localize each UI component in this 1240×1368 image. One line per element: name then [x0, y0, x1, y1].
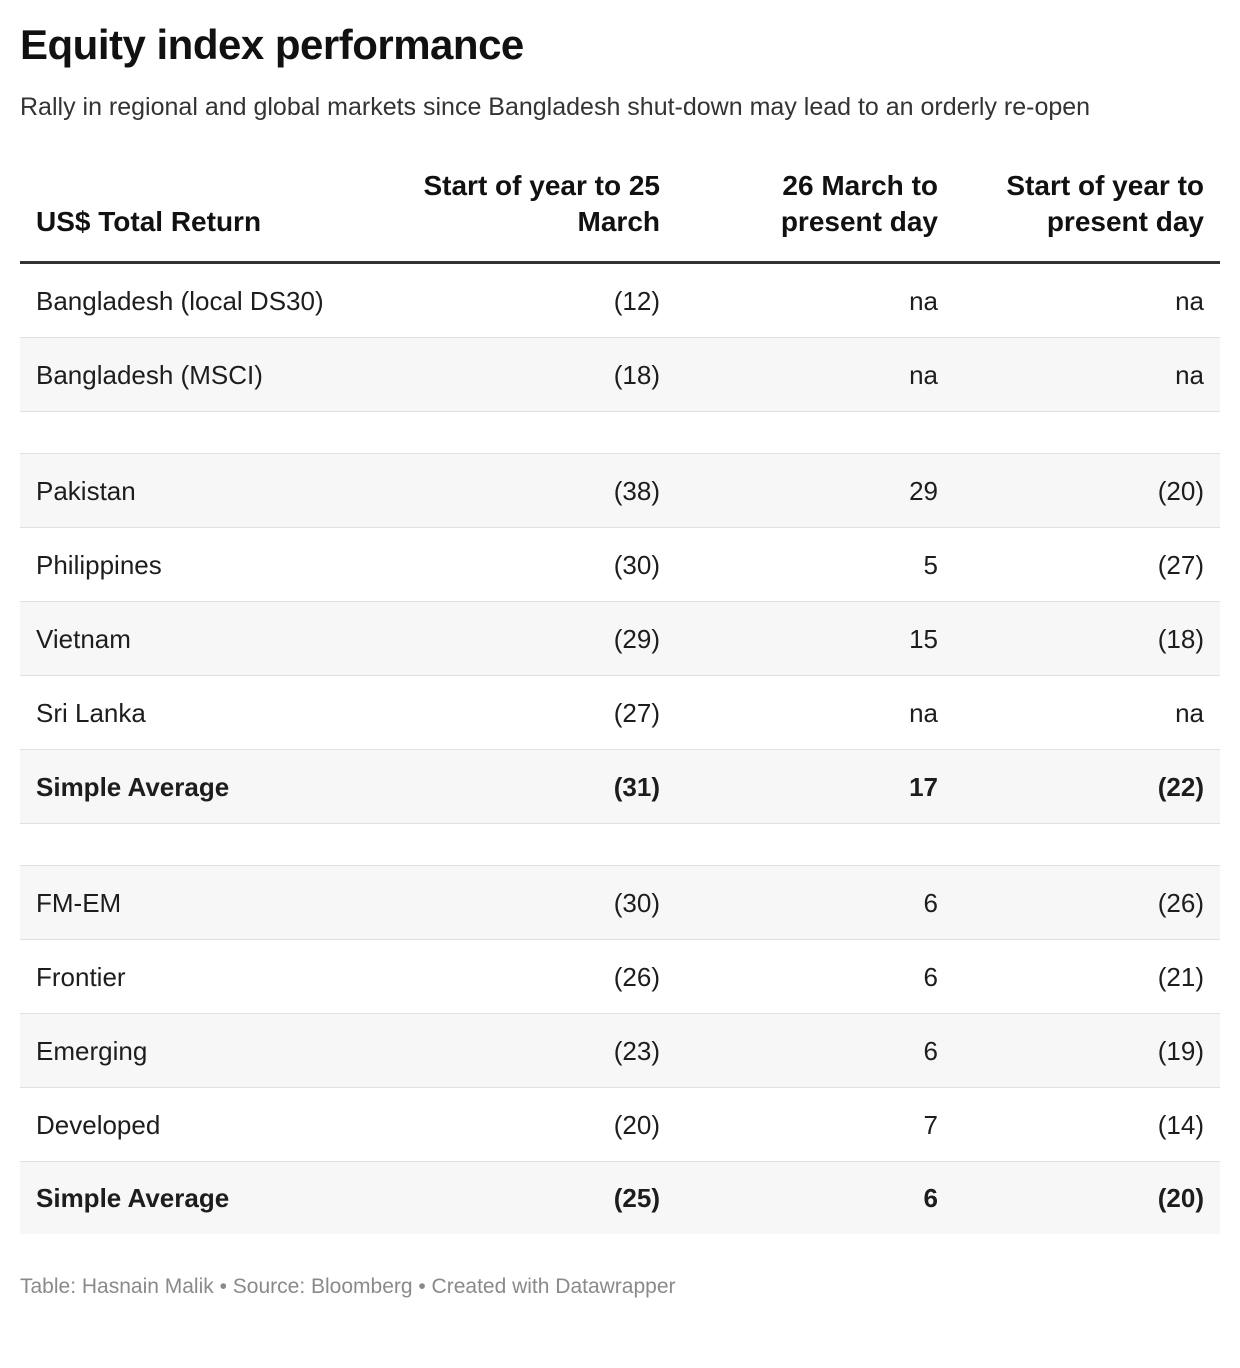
table-cell: na: [954, 337, 1220, 412]
row-label: Pakistan: [20, 453, 398, 528]
table-cell: [676, 411, 954, 454]
table-row: Bangladesh (local DS30) (12) na na: [20, 262, 1220, 338]
table-cell: 6: [676, 865, 954, 940]
table-cell: 29: [676, 453, 954, 528]
row-label: Bangladesh (local DS30): [20, 262, 398, 338]
table-cell: (26): [954, 865, 1220, 940]
row-label: Sri Lanka: [20, 675, 398, 750]
column-header[interactable]: Start of year to present day: [954, 168, 1220, 264]
table-body: Bangladesh (local DS30) (12) na na Banglades…: [20, 262, 1220, 1234]
table-cell: (23): [398, 1013, 676, 1088]
table-cell: na: [954, 675, 1220, 750]
table-cell: [676, 823, 954, 866]
table-cell: 17: [676, 749, 954, 824]
table-row: FM-EM (30) 6 (26): [20, 865, 1220, 940]
table-cell: [398, 411, 676, 454]
chart-footer: Table: Hasnain Malik • Source: Bloomberg…: [20, 1275, 676, 1298]
table-cell: (20): [398, 1087, 676, 1162]
row-label: Developed: [20, 1087, 398, 1162]
table-cell: [954, 823, 1220, 866]
table-cell: (27): [398, 675, 676, 750]
summary-row: Simple Average (31) 17 (22): [20, 749, 1220, 824]
table-cell: (38): [398, 453, 676, 528]
table-cell: [954, 411, 1220, 454]
table-row: Pakistan (38) 29 (20): [20, 453, 1220, 528]
table-cell: (18): [398, 337, 676, 412]
table-cell: (19): [954, 1013, 1220, 1088]
table-cell: na: [676, 337, 954, 412]
table-cell: (12): [398, 262, 676, 338]
table-cell: (30): [398, 527, 676, 602]
table-cell: 5: [676, 527, 954, 602]
row-label: Emerging: [20, 1013, 398, 1088]
row-label: Bangladesh (MSCI): [20, 337, 398, 412]
table-cell: (31): [398, 749, 676, 824]
table-cell: 6: [676, 1161, 954, 1234]
table-cell: (26): [398, 939, 676, 1014]
column-header[interactable]: Start of year to 25 March: [398, 168, 676, 264]
summary-row: Simple Average (25) 6 (20): [20, 1161, 1220, 1234]
table-cell: (14): [954, 1087, 1220, 1162]
table-row: Vietnam (29) 15 (18): [20, 601, 1220, 676]
table-row: Emerging (23) 6 (19): [20, 1013, 1220, 1088]
chart-container: Equity index performance Rally in region…: [20, 21, 1220, 1298]
table-cell: na: [676, 675, 954, 750]
table-header: US$ Total Return Start of year to 25 Mar…: [20, 168, 1220, 264]
table-cell: (21): [954, 939, 1220, 1014]
table-cell: (20): [954, 1161, 1220, 1234]
data-table: US$ Total Return Start of year to 25 Mar…: [20, 168, 1220, 1234]
column-header[interactable]: 26 March to present day: [676, 168, 954, 264]
table-cell: (25): [398, 1161, 676, 1234]
table-cell: na: [676, 262, 954, 338]
table-row: Developed (20) 7 (14): [20, 1087, 1220, 1162]
row-label: [20, 823, 398, 866]
table-cell: 6: [676, 939, 954, 1014]
table-cell: 7: [676, 1087, 954, 1162]
row-label: Simple Average: [20, 749, 398, 824]
table-cell: (27): [954, 527, 1220, 602]
row-label: Frontier: [20, 939, 398, 1014]
table-cell: (29): [398, 601, 676, 676]
table-row: Philippines (30) 5 (27): [20, 527, 1220, 602]
row-label: FM-EM: [20, 865, 398, 940]
spacer-row: [20, 411, 1220, 454]
table-cell: [398, 823, 676, 866]
spacer-row: [20, 823, 1220, 866]
table-cell: (30): [398, 865, 676, 940]
table-row: Sri Lanka (27) na na: [20, 675, 1220, 750]
column-header[interactable]: US$ Total Return: [20, 168, 398, 264]
row-label: Philippines: [20, 527, 398, 602]
row-label: Simple Average: [20, 1161, 398, 1234]
table-cell: (22): [954, 749, 1220, 824]
header-row: US$ Total Return Start of year to 25 Mar…: [20, 168, 1220, 264]
table-row: Bangladesh (MSCI) (18) na na: [20, 337, 1220, 412]
table-cell: (18): [954, 601, 1220, 676]
table-cell: na: [954, 262, 1220, 338]
table-cell: (20): [954, 453, 1220, 528]
chart-title: Equity index performance: [20, 21, 524, 68]
table-row: Frontier (26) 6 (21): [20, 939, 1220, 1014]
table-cell: 6: [676, 1013, 954, 1088]
chart-subtitle: Rally in regional and global markets sin…: [20, 93, 1091, 121]
row-label: [20, 411, 398, 454]
table-cell: 15: [676, 601, 954, 676]
row-label: Vietnam: [20, 601, 398, 676]
